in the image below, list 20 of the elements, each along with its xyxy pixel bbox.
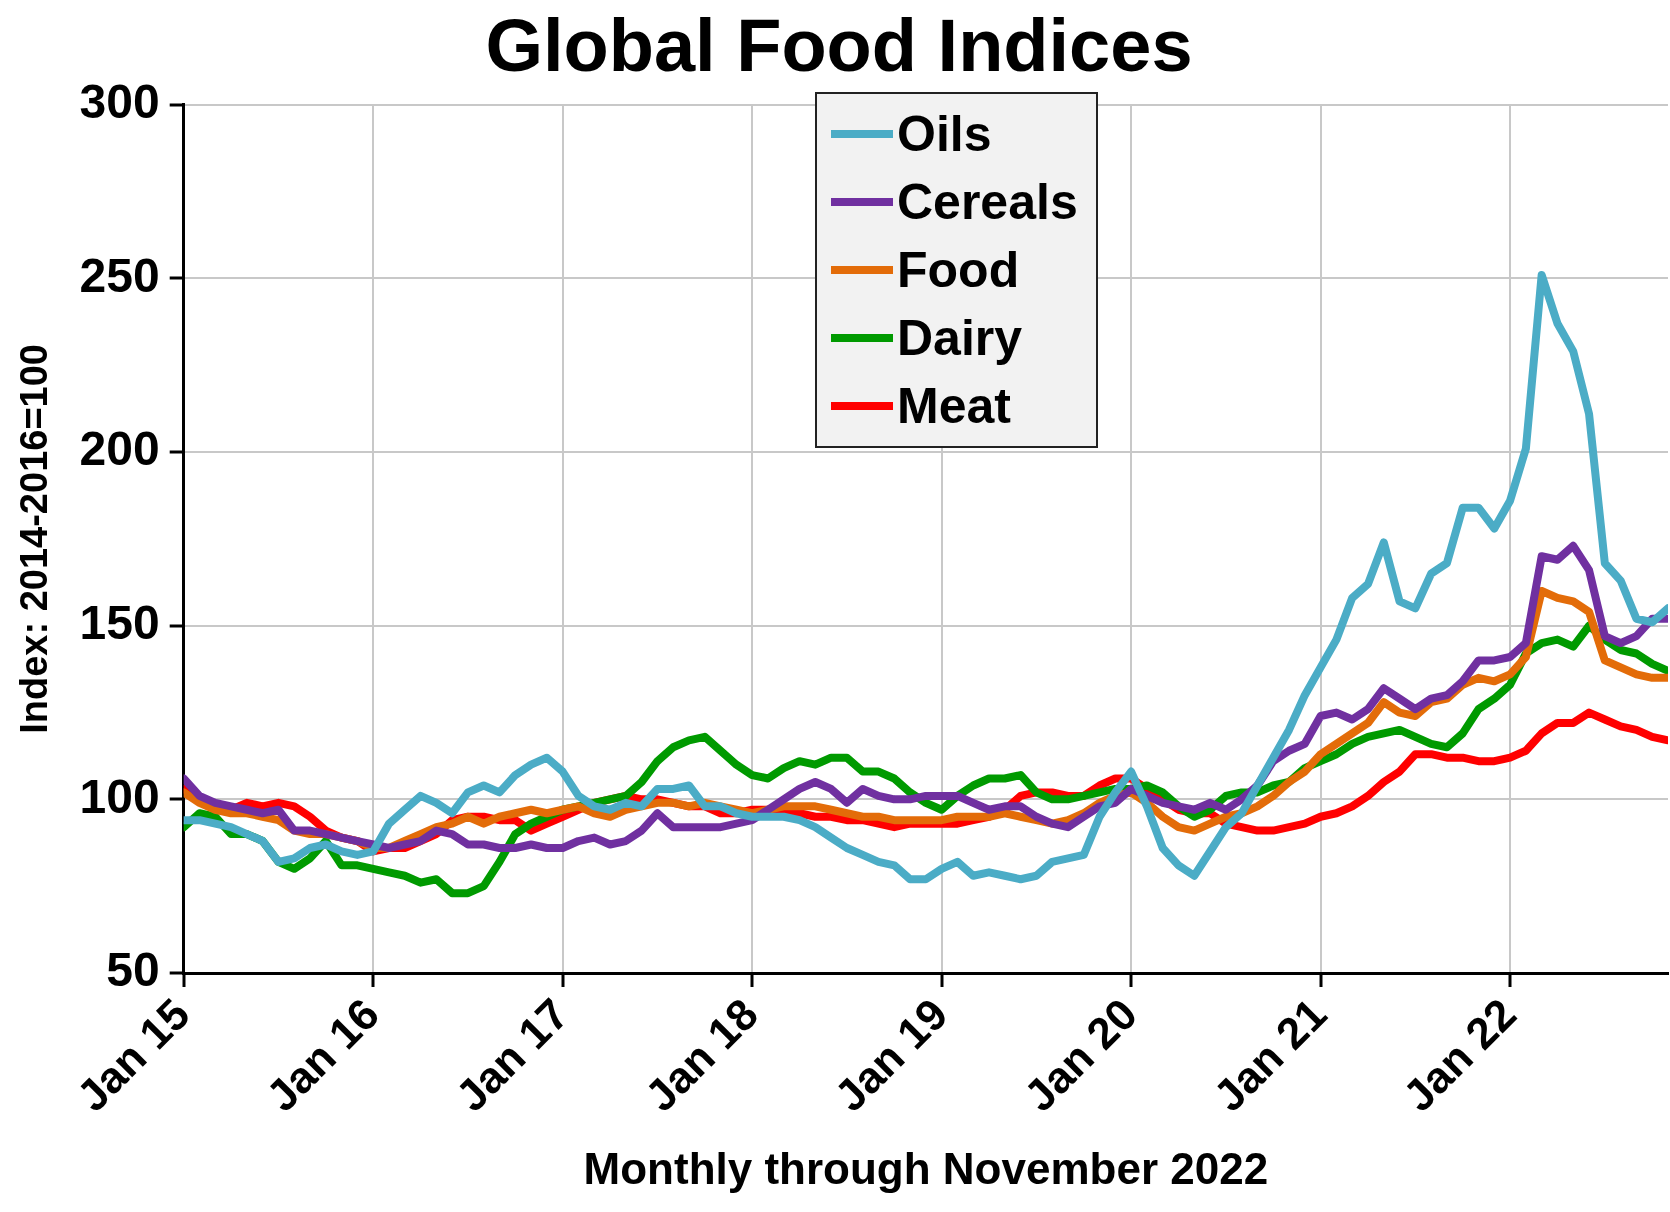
y-tick-label: 250	[79, 248, 160, 302]
x-tick-label: Jan 21	[1204, 988, 1336, 1121]
legend-label: Food	[897, 241, 1020, 300]
legend-label: Meat	[897, 377, 1011, 436]
legend-label: Oils	[897, 105, 992, 164]
y-tick-label: 150	[79, 595, 160, 649]
x-tick-label: Jan 18	[635, 988, 768, 1121]
y-axis-title: Index: 2014-2016=100	[13, 344, 56, 734]
x-tick-label: Jan 19	[825, 988, 957, 1121]
y-tick-label: 300	[79, 75, 160, 129]
x-tick-label: Jan 17	[446, 988, 578, 1121]
legend-label: Dairy	[897, 309, 1023, 368]
legend-label: Cereals	[897, 173, 1078, 232]
y-tick-label: 200	[79, 422, 160, 476]
chart-title: Global Food Indices	[485, 3, 1193, 87]
x-tick-label: Jan 16	[256, 988, 389, 1121]
y-tick-label: 100	[79, 769, 160, 823]
x-tick-label: Jan 20	[1014, 988, 1147, 1121]
x-axis-title: Monthly through November 2022	[583, 1143, 1269, 1193]
x-tick-label: Jan 22	[1393, 988, 1526, 1121]
